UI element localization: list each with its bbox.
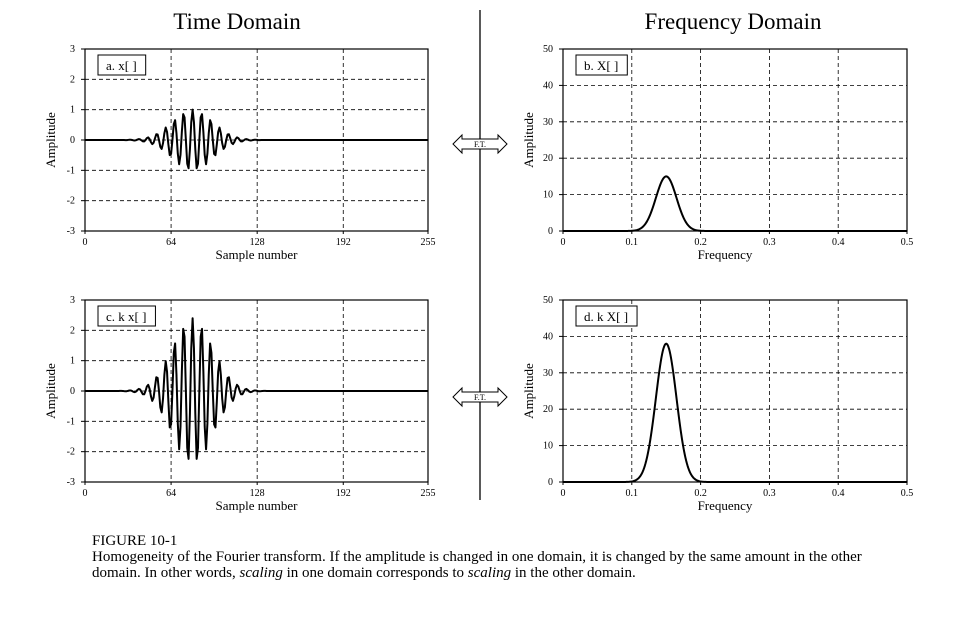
x-tick-label: 0.5 <box>901 488 914 499</box>
y-tick-label: -1 <box>67 416 75 427</box>
frequency-domain-heading: Frequency Domain <box>645 9 822 34</box>
double-arrow-icon <box>452 386 508 408</box>
caption-emphasis-2: scaling <box>467 565 512 581</box>
y-tick-label: 40 <box>543 331 553 342</box>
signal-line <box>562 175 908 232</box>
x-tick-label: 192 <box>336 237 351 248</box>
y-tick-label: 50 <box>543 295 553 306</box>
x-tick-label: 0 <box>83 488 88 499</box>
y-tick-label: 40 <box>543 80 553 91</box>
panel-d-scaled-frequency-spectrum: 0 10 20 30 40 50 0 0.1 0.2 0.3 0.4 0.5 Frequency Ampl… <box>521 295 913 513</box>
x-tick-label: 255 <box>421 488 436 499</box>
y-tick-label: 0 <box>548 226 553 237</box>
y-tick-label: -1 <box>67 165 75 176</box>
plot-frame <box>562 299 908 483</box>
x-tick-label: 0 <box>561 488 566 499</box>
x-tick-label: 0.4 <box>832 237 845 248</box>
caption-text-2: in one domain corresponds to <box>282 565 468 581</box>
x-tick-label: 192 <box>336 488 351 499</box>
y-axis-label: Amplitude <box>521 112 536 168</box>
panel-title-box <box>575 54 628 76</box>
caption-emphasis-1: scaling <box>239 565 283 581</box>
y-tick-label: 20 <box>543 404 553 415</box>
y-tick-label: 10 <box>543 441 553 452</box>
x-tick-label: 128 <box>250 488 265 499</box>
x-tick-label: 0 <box>561 237 566 248</box>
x-tick-label: 0 <box>83 237 88 248</box>
figure-caption: FIGURE 10-1 Homogeneity of the Fourier t… <box>92 533 892 581</box>
panel-title-box <box>97 305 156 327</box>
double-arrow-icon <box>452 133 508 155</box>
y-tick-label: 50 <box>543 44 553 55</box>
x-tick-label: 0.3 <box>763 488 776 499</box>
panel-title-box <box>575 305 638 327</box>
signal-line <box>562 342 908 483</box>
y-tick-label: 30 <box>543 117 553 128</box>
y-tick-label: -2 <box>67 447 75 458</box>
x-tick-label: 0.5 <box>901 237 914 248</box>
x-tick-label: 255 <box>421 237 436 248</box>
y-tick-label: 0 <box>548 477 553 488</box>
ft-label: F.T. <box>474 393 486 402</box>
time-domain-heading: Time Domain <box>173 9 301 34</box>
ft-arrow-top: F.T. <box>452 133 508 155</box>
y-axis-label: Amplitude <box>43 363 58 419</box>
x-axis-label: Frequency <box>698 247 753 262</box>
y-axis-label: Amplitude <box>43 112 58 168</box>
panel-c-scaled-time-signal: -3 -2 -1 0 1 2 3 0 64 128 192 255 Sample number Ampli… <box>43 295 436 513</box>
y-tick-label: 1 <box>70 356 75 367</box>
x-tick-label: 0.1 <box>626 237 639 248</box>
plot-frame <box>562 48 908 232</box>
x-tick-label: 64 <box>166 488 176 499</box>
x-tick-label: 64 <box>166 237 176 248</box>
x-tick-label: 0.1 <box>626 488 639 499</box>
y-tick-label: 3 <box>70 295 75 306</box>
signal-line <box>85 317 428 460</box>
y-tick-label: -3 <box>67 477 75 488</box>
panel-title: c. k x[ ] <box>106 309 146 324</box>
x-tick-label: 0.3 <box>763 237 776 248</box>
panel-title: a. x[ ] <box>106 58 137 73</box>
signal-line <box>85 108 428 170</box>
y-tick-label: 2 <box>70 325 75 336</box>
panel-title: d. k X[ ] <box>584 309 628 324</box>
y-tick-label: -2 <box>67 196 75 207</box>
figure-label: FIGURE 10-1 <box>92 533 178 549</box>
y-tick-label: 3 <box>70 44 75 55</box>
caption-text-3: in the other domain. <box>511 565 636 581</box>
x-tick-label: 0.4 <box>832 488 845 499</box>
x-axis-label: Sample number <box>216 247 299 262</box>
caption-text-1: Homogeneity of the Fourier transform. If… <box>92 549 862 581</box>
x-axis-label: Frequency <box>698 498 753 513</box>
x-tick-label: 0.2 <box>694 237 707 248</box>
x-tick-label: 0.2 <box>694 488 707 499</box>
y-axis-label: Amplitude <box>521 363 536 419</box>
ft-arrow-bottom: F.T. <box>452 386 508 408</box>
panel-a-time-signal: -3 -2 -1 0 1 2 3 0 64 128 192 255 Sample number Ampli… <box>43 44 436 262</box>
y-tick-label: 1 <box>70 105 75 116</box>
y-tick-label: 0 <box>70 386 75 397</box>
y-tick-label: 20 <box>543 153 553 164</box>
panel-title: b. X[ ] <box>584 58 618 73</box>
x-tick-label: 128 <box>250 237 265 248</box>
x-axis-label: Sample number <box>216 498 299 513</box>
y-tick-label: 30 <box>543 368 553 379</box>
panel-b-frequency-spectrum: 0 10 20 30 40 50 0 0.1 0.2 0.3 0.4 0.5 Frequency Ampl… <box>521 44 913 262</box>
panel-title-box <box>97 54 147 76</box>
y-tick-label: 2 <box>70 74 75 85</box>
y-tick-label: 0 <box>70 135 75 146</box>
ft-label: F.T. <box>474 140 486 149</box>
y-tick-label: 10 <box>543 190 553 201</box>
y-tick-label: -3 <box>67 226 75 237</box>
